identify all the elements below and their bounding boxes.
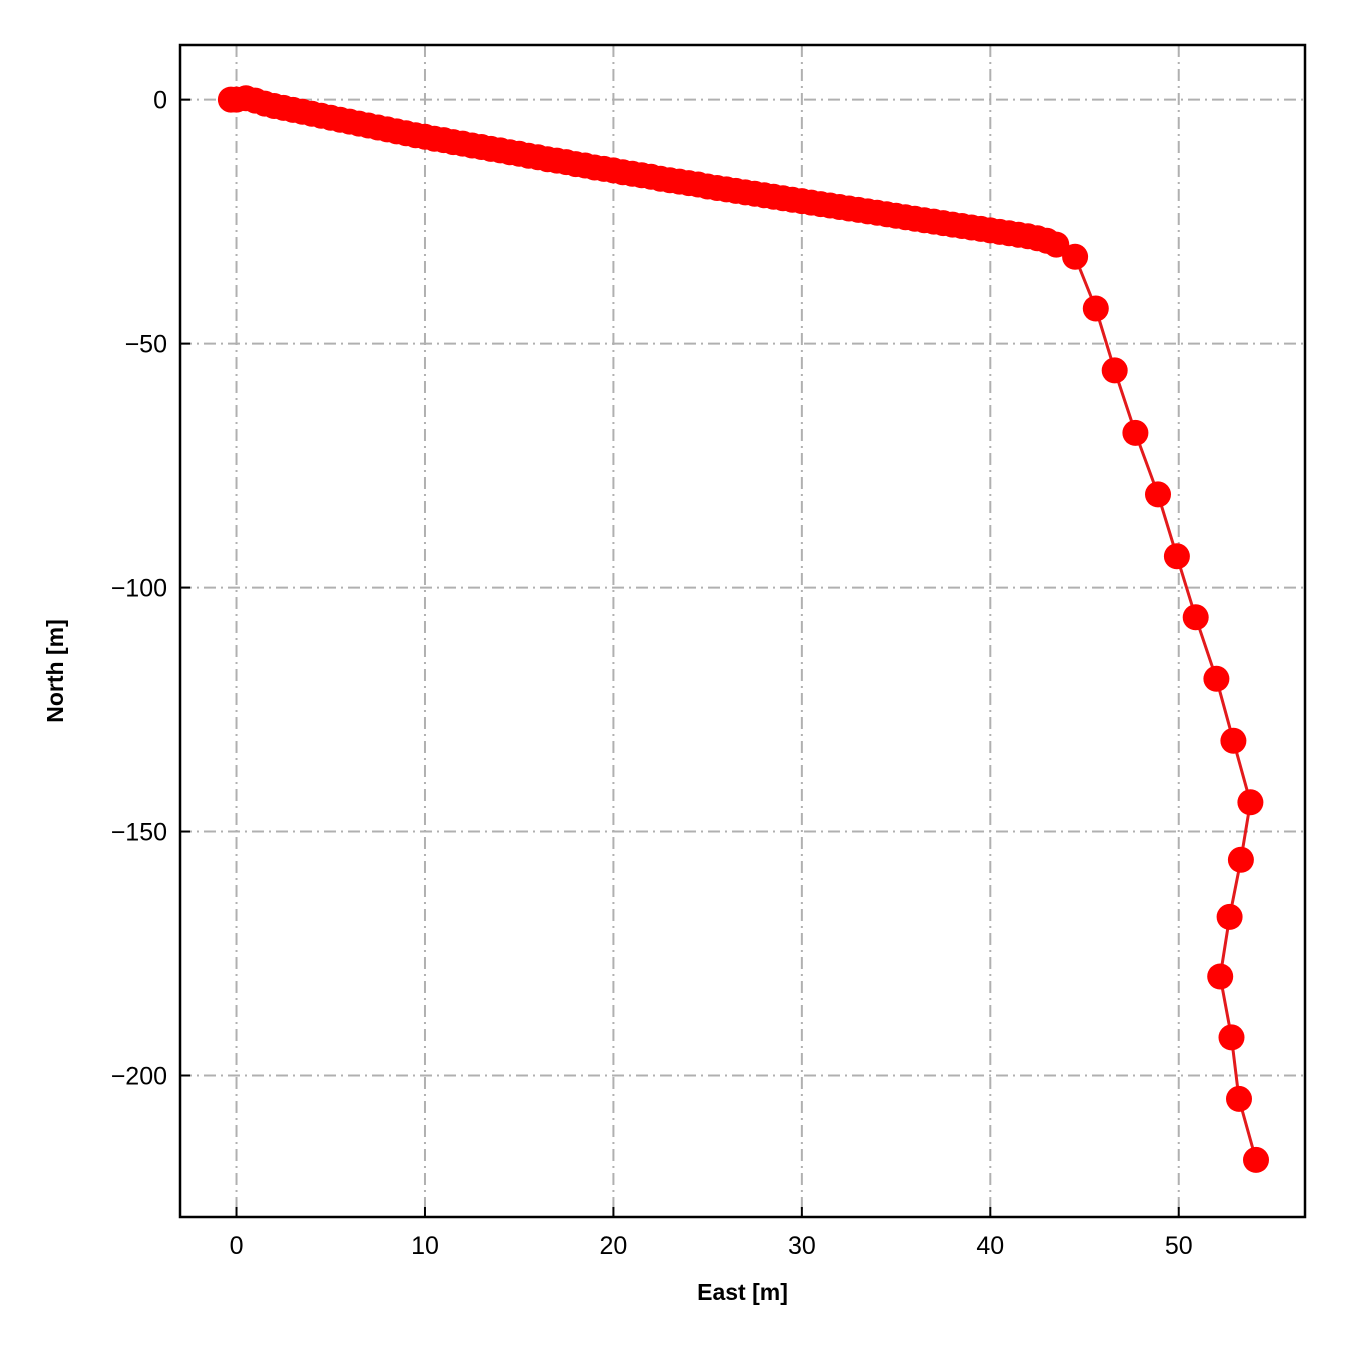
x-tick-label: 40 xyxy=(976,1232,1004,1260)
data-point xyxy=(1227,846,1254,873)
x-tick-label: 0 xyxy=(230,1232,244,1260)
series-plot xyxy=(217,85,1269,1173)
y-axis-label: North [m] xyxy=(42,619,68,722)
y-tick-label: −200 xyxy=(111,1063,167,1091)
x-tick-label: 20 xyxy=(600,1232,628,1260)
data-point xyxy=(1043,231,1070,258)
data-point xyxy=(1218,1024,1245,1051)
y-tick-label: 0 xyxy=(153,87,167,115)
data-point xyxy=(1226,1085,1252,1112)
grid xyxy=(180,45,1305,1217)
data-point xyxy=(1216,903,1243,930)
data-point xyxy=(1163,543,1190,570)
data-point xyxy=(1182,604,1209,631)
data-point xyxy=(1122,419,1149,446)
y-tick-label: −150 xyxy=(111,819,167,847)
x-tick-label: 10 xyxy=(411,1232,439,1260)
data-point xyxy=(1082,295,1109,322)
y-tick-label: −100 xyxy=(111,575,167,603)
axis-ticks: 0 10 20 30 40 50 0 −50 −100 −150 −200 xyxy=(111,87,1193,1260)
data-point xyxy=(1220,727,1247,754)
x-tick-label: 50 xyxy=(1165,1232,1193,1260)
y-tick-label: −50 xyxy=(125,331,167,359)
data-point xyxy=(1207,963,1234,990)
data-point xyxy=(1203,665,1230,692)
plot-frame xyxy=(178,43,1307,1219)
data-point xyxy=(1145,481,1171,508)
data-point xyxy=(1062,243,1089,270)
data-point xyxy=(1101,357,1128,384)
x-tick-label: 30 xyxy=(788,1232,816,1260)
data-point xyxy=(1243,1146,1269,1173)
data-point xyxy=(1237,789,1264,816)
x-axis-label: East [m] xyxy=(697,1279,788,1305)
